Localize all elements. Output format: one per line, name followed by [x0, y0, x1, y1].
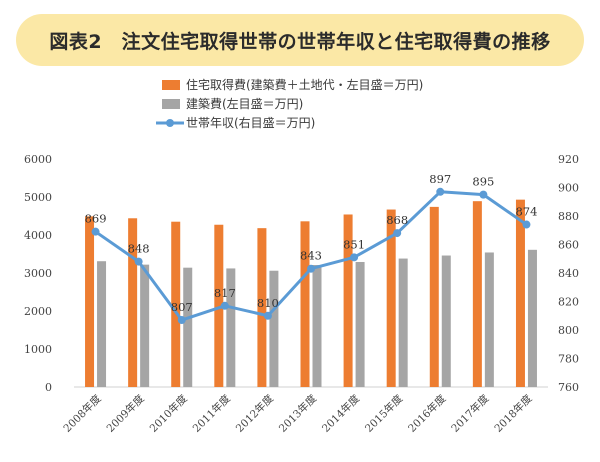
income-point [307, 264, 315, 273]
construction-cost-bar [355, 261, 365, 387]
income-point [91, 227, 100, 236]
housing-cost-bar [429, 206, 439, 387]
category-label: 2012年度 [233, 392, 276, 435]
category-label: 2013年度 [276, 392, 319, 435]
construction-cost-bar [269, 270, 279, 387]
category-label: 2014年度 [319, 392, 362, 435]
chart-title: 図表2 注文住宅取得世帯の世帯年収と住宅取得費の推移 [49, 30, 551, 53]
housing-cost-bar [85, 216, 95, 387]
income-point [479, 190, 488, 199]
housing-cost-bar [515, 199, 525, 387]
income-point [436, 187, 445, 196]
legend-swatch-construction-cost [162, 99, 180, 109]
right-axis-tick-label: 800 [558, 324, 579, 337]
category-label: 2017年度 [449, 392, 492, 435]
category-label: 2010年度 [147, 392, 190, 435]
right-axis-tick-label: 760 [558, 381, 579, 394]
income-data-label: 874 [515, 205, 537, 219]
housing-cost-bar [472, 201, 482, 387]
housing-cost-bar [257, 228, 267, 387]
legend-swatch-housing-cost [162, 80, 180, 90]
right-axis-tick-label: 880 [558, 210, 579, 223]
housing-cost-bar [214, 224, 224, 387]
construction-cost-bar [312, 265, 322, 387]
income-point [263, 311, 272, 320]
construction-cost-bar [527, 249, 537, 387]
income-point [393, 229, 402, 238]
category-label: 2009年度 [104, 392, 147, 435]
category-label: 2018年度 [492, 392, 535, 435]
construction-cost-bar [484, 252, 494, 387]
legend-label-housing-cost: 住宅取得費(建築費＋土地代・左目盛＝万円) [186, 77, 423, 92]
right-axis-tick-label: 840 [558, 267, 579, 280]
left-axis-tick-label: 6000 [24, 153, 52, 166]
income-point [134, 257, 143, 266]
legend-label-income: 世帯年収(右目盛＝万円) [186, 115, 315, 130]
left-axis-tick-label: 0 [45, 381, 52, 394]
right-axis-tick-label: 900 [558, 182, 579, 195]
construction-cost-bar [226, 268, 236, 387]
right-axis-tick-label: 860 [558, 239, 579, 252]
category-label: 2011年度 [190, 392, 233, 435]
income-data-label: 897 [429, 172, 451, 186]
income-point [350, 253, 359, 262]
income-data-label: 848 [128, 242, 150, 256]
income-data-label: 843 [300, 249, 322, 263]
income-data-label: 869 [85, 212, 107, 226]
left-axis-tick-label: 5000 [24, 191, 52, 204]
right-axis-tick-label: 920 [558, 153, 579, 166]
housing-cost-bar [386, 209, 396, 387]
income-data-label: 895 [472, 175, 494, 189]
category-label: 2015年度 [362, 392, 405, 435]
legend-marker-income [166, 119, 174, 127]
left-axis-tick-label: 3000 [24, 267, 52, 280]
construction-cost-bar [183, 267, 193, 387]
right-axis-tick-label: 820 [558, 296, 579, 309]
income-point [220, 301, 229, 310]
housing-cost-bar [171, 221, 181, 387]
income-point [177, 316, 186, 325]
legend-label-construction-cost: 建築費(左目盛＝万円) [186, 96, 303, 111]
left-axis-tick-label: 1000 [24, 343, 52, 356]
title-banner: 図表2 注文住宅取得世帯の世帯年収と住宅取得費の推移 [16, 14, 584, 66]
housing-cost-bar [300, 221, 310, 387]
left-axis-tick-label: 2000 [24, 305, 52, 318]
income-point [522, 220, 531, 229]
income-data-label: 868 [386, 213, 408, 227]
housing-cost-bar [343, 214, 353, 387]
housing-cost-bar [128, 218, 138, 387]
left-axis-tick-label: 4000 [24, 229, 52, 242]
construction-cost-bar [97, 261, 107, 387]
construction-cost-bar [398, 258, 408, 387]
construction-cost-bar [441, 255, 451, 387]
income-data-label: 807 [171, 300, 193, 314]
category-label: 2016年度 [405, 392, 448, 435]
construction-cost-bar [140, 264, 150, 387]
income-data-label: 817 [214, 286, 236, 300]
income-data-label: 851 [343, 237, 365, 251]
right-axis-tick-label: 780 [558, 353, 579, 366]
category-label: 2008年度 [61, 392, 104, 435]
income-data-label: 810 [257, 296, 279, 310]
